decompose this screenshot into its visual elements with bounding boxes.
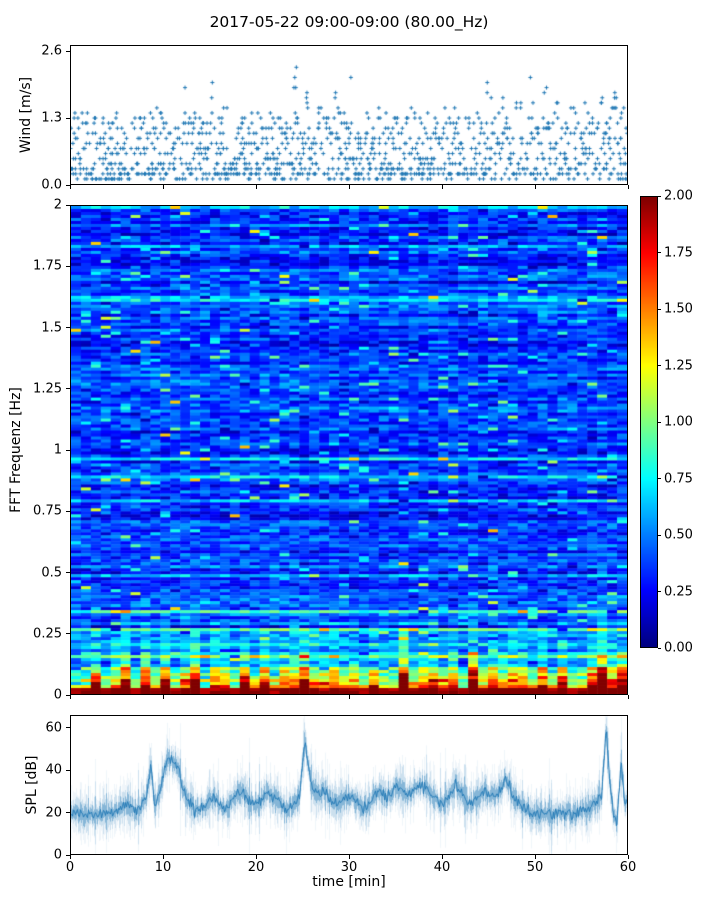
spl-ytick-label: 20	[45, 805, 62, 821]
wind-ytick	[66, 117, 70, 119]
spectrogram-xtick	[255, 695, 257, 699]
spl-line-plot	[70, 715, 628, 855]
spl-ytick	[66, 727, 70, 729]
colorbar-tick-label: 1.75	[664, 245, 693, 260]
spl-xtick-label: 50	[526, 860, 544, 875]
spl-xtick	[534, 855, 536, 859]
spl-ytick	[66, 854, 70, 856]
spectrogram-ytick	[66, 327, 70, 328]
spl-ytick-label: 60	[45, 720, 62, 736]
spectrogram-ytick-label: 2	[53, 197, 62, 213]
colorbar-tick-label: 1.25	[664, 358, 693, 373]
spl-xtick-label: 10	[154, 860, 172, 875]
spectrogram-xtick	[162, 695, 164, 699]
wind-xtick	[441, 185, 443, 189]
colorbar-tick-label: 1.00	[664, 414, 693, 430]
spl-ytick	[66, 769, 70, 771]
spl-xtick	[69, 855, 71, 859]
colorbar-tick-label: 0.00	[664, 640, 693, 656]
colorbar-canvas	[641, 197, 657, 647]
spectrogram-ytick	[66, 265, 70, 267]
wind-scatter-canvas	[71, 46, 627, 184]
wind-ytick	[66, 184, 70, 186]
spectrogram-xtick	[441, 695, 443, 699]
colorbar-tick-label: 1.50	[664, 301, 693, 317]
spectrogram-plot	[70, 205, 628, 695]
colorbar	[640, 196, 658, 648]
spectrogram-canvas	[71, 206, 627, 694]
spectrogram-ytick-label: 0.5	[41, 565, 62, 580]
colorbar-tick-label: 2.00	[664, 188, 693, 204]
wind-xtick	[348, 185, 350, 189]
spectrogram-ytick	[66, 694, 70, 696]
wind-y-axis-label: Wind [m/s]	[18, 76, 34, 154]
wind-xtick	[255, 185, 257, 189]
wind-ytick-label: 2.6	[41, 43, 62, 59]
spectrogram-ytick-label: 0.75	[33, 503, 62, 519]
spl-xtick	[441, 855, 443, 859]
colorbar-tick	[658, 421, 661, 423]
spectrogram-ytick-label: 0	[53, 687, 62, 703]
wind-ytick	[66, 50, 70, 52]
spectrogram-ytick	[66, 572, 70, 573]
spl-line-canvas	[71, 716, 627, 854]
spectrogram-ytick	[66, 449, 70, 451]
wind-xtick	[162, 185, 164, 189]
colorbar-tick	[658, 195, 661, 197]
spl-ytick-label: 40	[45, 762, 62, 778]
colorbar-tick	[658, 365, 661, 366]
spl-xtick	[627, 855, 629, 859]
spectrogram-ytick-label: 1.5	[41, 320, 62, 335]
figure-title: 2017-05-22 09:00-09:00 (80.00_Hz)	[209, 13, 489, 31]
spectrogram-ytick-label: 1	[53, 442, 62, 458]
spectrogram-y-axis-label: FFT Frequenz [Hz]	[8, 387, 24, 513]
wind-ytick-label: 0.0	[41, 177, 62, 193]
spectrogram-ytick-label: 1.25	[33, 381, 62, 397]
spectrogram-ytick-label: 1.75	[33, 258, 62, 274]
x-axis-label: time [min]	[312, 874, 386, 890]
colorbar-tick	[658, 534, 661, 536]
spectrogram-xtick	[348, 695, 350, 699]
colorbar-tick	[658, 647, 661, 649]
colorbar-tick-label: 0.75	[664, 471, 693, 486]
spl-xtick	[255, 855, 257, 859]
spectrogram-ytick	[66, 633, 70, 635]
spl-xtick-label: 30	[340, 860, 358, 875]
wind-scatter-plot	[70, 45, 628, 185]
spl-xtick	[348, 855, 350, 859]
spl-xtick	[162, 855, 164, 859]
wind-ytick-label: 1.3	[41, 110, 62, 126]
wind-xtick	[534, 185, 536, 189]
wind-xtick	[69, 185, 71, 189]
colorbar-tick-label: 0.50	[664, 527, 693, 543]
wind-xtick	[627, 185, 629, 189]
colorbar-tick	[658, 478, 661, 479]
spectrogram-ytick	[66, 204, 70, 206]
spectrogram-ytick	[66, 388, 70, 390]
spl-xtick-label: 20	[247, 860, 265, 875]
spectrogram-xtick	[69, 695, 71, 699]
spl-xtick-label: 40	[433, 860, 451, 875]
spl-xtick-label: 0	[65, 860, 75, 875]
spectrogram-xtick	[534, 695, 536, 699]
spl-ytick	[66, 812, 70, 814]
colorbar-tick-label: 0.25	[664, 584, 693, 599]
colorbar-tick	[658, 308, 661, 310]
spectrogram-ytick-label: 0.25	[33, 626, 62, 642]
spl-y-axis-label: SPL [dB]	[24, 755, 40, 815]
colorbar-tick	[658, 252, 661, 253]
spectrogram-xtick	[627, 695, 629, 699]
spl-ytick-label: 0	[53, 847, 62, 863]
spectrogram-ytick	[66, 510, 70, 512]
spl-xtick-label: 60	[619, 860, 637, 875]
colorbar-tick	[658, 591, 661, 592]
